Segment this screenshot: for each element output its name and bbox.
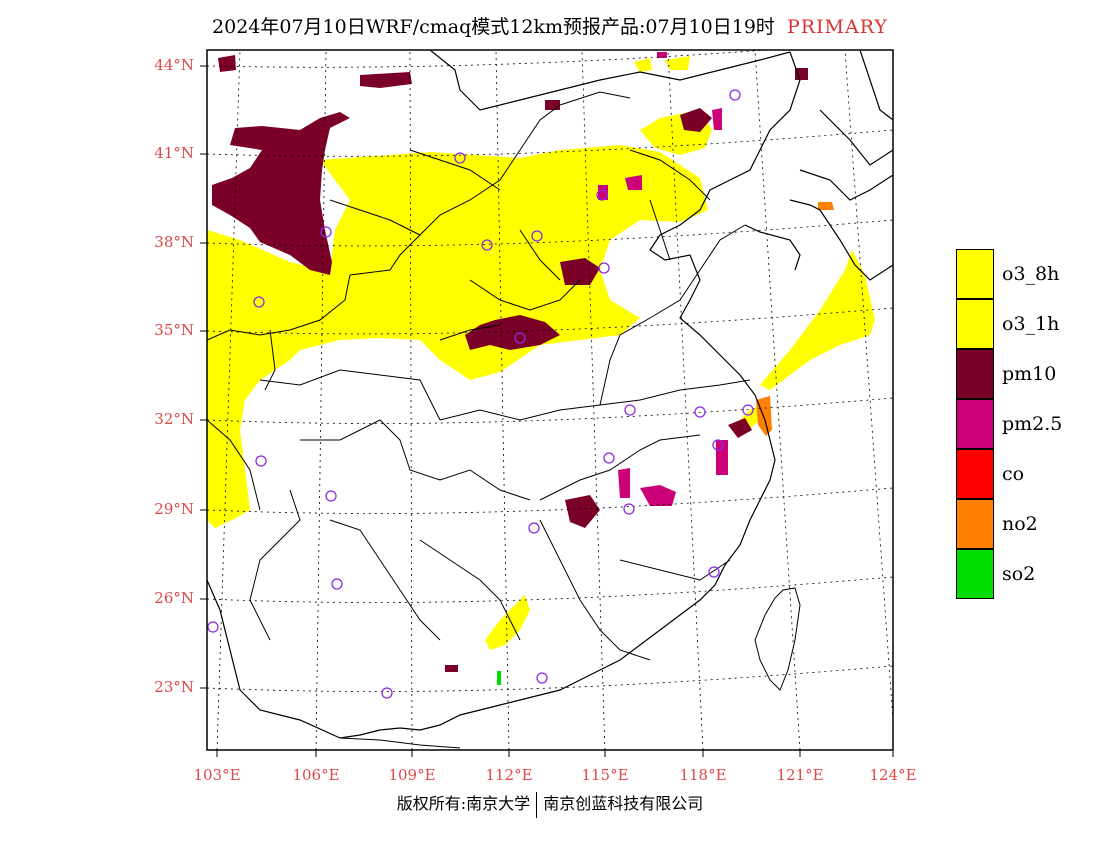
lat-label-41: 41°N [154,144,194,162]
lon-label-106: 106°E [292,766,340,784]
lon-label-115: 115°E [581,766,629,784]
copyright-footer: 版权所有:南京大学 南京创蓝科技有限公司 [0,790,1100,818]
legend-swatch [956,249,994,299]
legend-label: pm2.5 [1002,413,1063,435]
legend-item-pm10: pm10 [956,349,1100,399]
legend-label: so2 [1002,563,1036,585]
lon-label-118: 118°E [679,766,727,784]
legend-label: no2 [1002,513,1038,535]
legend-label: co [1002,463,1025,485]
title-main: 2024年07月10日WRF/cmaq模式12km预报产品:07月10日19时 [212,16,775,38]
southern-coast [339,737,461,749]
title-tag: PRIMARY [786,16,888,38]
map-frame [206,49,894,751]
so2-region [497,671,501,685]
lon-label-121: 121°E [776,766,824,784]
lat-label-44: 44°N [154,56,194,74]
legend-label: pm10 [1002,363,1057,385]
lon-label-103: 103°E [193,766,241,784]
legend-item-so2: so2 [956,549,1100,599]
legend-swatch [956,549,994,599]
legend-swatch [956,349,994,399]
legend-item-pm25: pm2.5 [956,399,1100,449]
legend-swatch [956,399,994,449]
station-markers [207,89,754,699]
lat-label-26: 26°N [154,589,194,607]
pm10-region [212,55,808,672]
footer-divider [536,791,538,818]
province-borders [207,91,751,661]
legend-swatch [956,499,994,549]
legend-label: o3_8h [1002,263,1060,285]
lon-label-112: 112°E [485,766,533,784]
lon-label-124: 124°E [869,766,917,784]
legend-item-no2: no2 [956,499,1100,549]
axis-ticks [200,65,894,757]
pm25-region [598,52,728,506]
copyright-left: 版权所有:南京大学 [396,794,531,813]
legend-swatch [956,299,994,349]
legend-label: o3_1h [1002,313,1060,335]
coastline [207,50,893,739]
lat-label-32: 32°N [154,410,194,428]
legend-swatch [956,449,994,499]
legend-item-o3-1h: o3_1h [956,299,1100,349]
lat-label-38: 38°N [154,233,194,251]
legend-item-o3-8h: o3_8h [956,249,1100,299]
copyright-right: 南京创蓝科技有限公司 [543,794,704,813]
lat-label-29: 29°N [154,500,194,518]
lat-label-35: 35°N [154,321,194,339]
legend-item-co: co [956,449,1100,499]
lat-label-23: 23°N [154,678,194,696]
taiwan-outline [754,587,801,691]
map-title: 2024年07月10日WRF/cmaq模式12km预报产品:07月10日19时 P… [0,12,1100,39]
lon-label-109: 109°E [388,766,436,784]
graticule [207,50,893,750]
